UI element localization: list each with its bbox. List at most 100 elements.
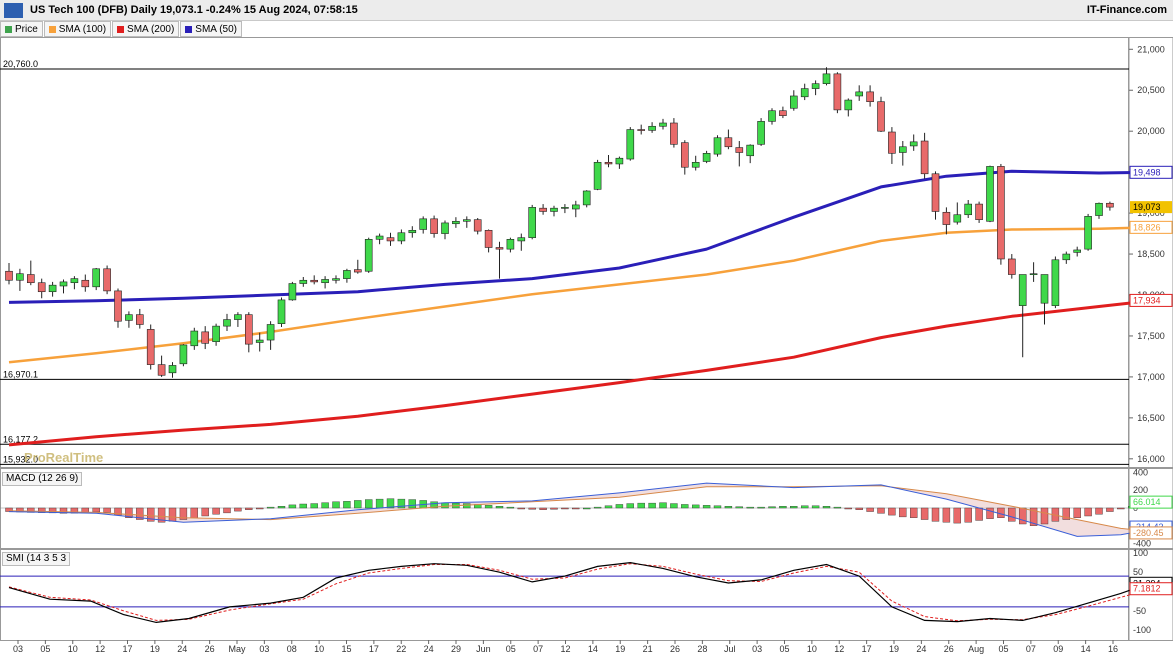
x-tick-label: 17 bbox=[862, 644, 872, 654]
x-tick-label: 07 bbox=[1026, 644, 1036, 654]
legend-item-sma50[interactable]: SMA (50) bbox=[180, 21, 242, 37]
candle-body bbox=[288, 283, 297, 301]
x-tick-label: 08 bbox=[287, 644, 297, 654]
macd-histogram-bar bbox=[1062, 507, 1071, 520]
macd-histogram-bar bbox=[59, 507, 68, 514]
candle-body bbox=[637, 129, 646, 131]
candle-body bbox=[1007, 258, 1016, 275]
macd-histogram-bar bbox=[288, 504, 297, 509]
x-tick-label: 03 bbox=[259, 644, 269, 654]
candle-body bbox=[452, 220, 460, 225]
macd-histogram-bar bbox=[234, 507, 242, 512]
macd-histogram-bar bbox=[735, 506, 743, 509]
macd-histogram-bar bbox=[332, 501, 340, 509]
macd-histogram-bar bbox=[223, 507, 231, 514]
candle-body bbox=[386, 237, 395, 242]
candle-body bbox=[212, 325, 220, 342]
candle-body bbox=[877, 101, 885, 132]
x-tick-label: 05 bbox=[779, 644, 789, 654]
brand-label: IT-Finance.com bbox=[1086, 4, 1167, 16]
candle-body bbox=[1040, 274, 1049, 304]
candle-body bbox=[757, 121, 765, 145]
macd-value-label: -280.45 bbox=[1133, 528, 1164, 538]
macd-value-label-box bbox=[1129, 526, 1173, 540]
candle-body bbox=[702, 153, 711, 162]
macd-histogram-bar bbox=[321, 502, 329, 509]
macd-histogram-bar bbox=[615, 504, 624, 509]
price-legend: Price SMA (100) SMA (200) SMA (50) bbox=[0, 21, 243, 37]
candle-body bbox=[419, 218, 428, 230]
legend-label: Price bbox=[15, 23, 38, 35]
macd-histogram-bar bbox=[1106, 507, 1114, 512]
x-tick-label: 12 bbox=[834, 644, 844, 654]
x-tick-label: 09 bbox=[1053, 644, 1063, 654]
macd-histogram-bar bbox=[844, 507, 852, 510]
macd-histogram-bar bbox=[1095, 507, 1103, 515]
macd-histogram-bar bbox=[495, 506, 504, 509]
x-tick-label: Aug bbox=[968, 644, 984, 654]
legend-item-sma100[interactable]: SMA (100) bbox=[43, 21, 112, 37]
x-tick-label: 19 bbox=[615, 644, 625, 654]
candle-body bbox=[495, 247, 504, 250]
candle-body bbox=[408, 229, 417, 234]
candle-body bbox=[266, 324, 275, 341]
candle-body bbox=[136, 314, 144, 325]
x-tick-label: 28 bbox=[697, 644, 707, 654]
macd-histogram-bar bbox=[942, 507, 951, 523]
macd-histogram-bar bbox=[790, 506, 798, 509]
candle-body bbox=[713, 137, 722, 155]
candle-body bbox=[931, 173, 940, 212]
macd-histogram-bar bbox=[779, 506, 787, 509]
legend-item-price[interactable]: Price bbox=[0, 21, 43, 37]
price-tick-label: 18,500 bbox=[1137, 249, 1165, 259]
x-tick-label: 26 bbox=[670, 644, 680, 654]
candle-body bbox=[1062, 253, 1071, 261]
candle-body bbox=[26, 274, 35, 284]
candle-body bbox=[833, 73, 842, 111]
candle-body bbox=[234, 314, 242, 320]
macd-tick-label: 200 bbox=[1133, 485, 1148, 495]
macd-histogram-bar bbox=[681, 504, 689, 509]
x-tick-label: Jul bbox=[724, 644, 736, 654]
price-value-label: 19,073 bbox=[1133, 202, 1161, 212]
candle-body bbox=[670, 122, 678, 145]
macd-histogram-bar bbox=[702, 505, 711, 509]
macd-histogram-bar bbox=[801, 505, 809, 509]
macd-panel-title: MACD (12 26 9) bbox=[2, 472, 83, 486]
price-swatch-icon bbox=[5, 25, 12, 33]
macd-histogram-bar bbox=[648, 502, 656, 509]
macd-histogram-bar bbox=[626, 503, 634, 509]
horizontal-level-label: 20,760.0 bbox=[3, 59, 38, 69]
candle-body bbox=[223, 319, 231, 327]
macd-histogram-bar bbox=[877, 507, 885, 514]
macd-histogram-bar bbox=[986, 507, 994, 519]
candle-body bbox=[735, 147, 744, 153]
macd-histogram-bar bbox=[1117, 507, 1125, 510]
x-tick-label: 03 bbox=[752, 644, 762, 654]
smi-tick-label: -50 bbox=[1133, 606, 1146, 616]
candle-body bbox=[168, 365, 177, 374]
macd-histogram-bar bbox=[757, 506, 765, 509]
candle-body bbox=[190, 330, 199, 347]
candle-body bbox=[746, 144, 755, 157]
candle-body bbox=[81, 279, 90, 288]
x-tick-label: 29 bbox=[451, 644, 461, 654]
macd-histogram-bar bbox=[430, 501, 438, 509]
price-tick-label: 17,500 bbox=[1137, 331, 1165, 341]
candle-body bbox=[789, 95, 798, 109]
legend-item-sma200[interactable]: SMA (200) bbox=[112, 21, 180, 37]
candle-body bbox=[299, 279, 308, 284]
candle-body bbox=[484, 229, 493, 248]
sma100-swatch-icon bbox=[48, 25, 56, 33]
macd-histogram-bar bbox=[408, 499, 416, 509]
macd-histogram-bar bbox=[463, 503, 471, 509]
macd-histogram-bar bbox=[5, 507, 13, 512]
candle-body bbox=[430, 218, 438, 234]
macd-histogram-bar bbox=[746, 506, 754, 509]
candle-body bbox=[964, 203, 973, 216]
x-tick-label: 15 bbox=[341, 644, 351, 654]
panel-frame bbox=[0, 549, 1129, 641]
macd-histogram-bar bbox=[724, 506, 733, 509]
macd-histogram-bar bbox=[768, 506, 776, 509]
